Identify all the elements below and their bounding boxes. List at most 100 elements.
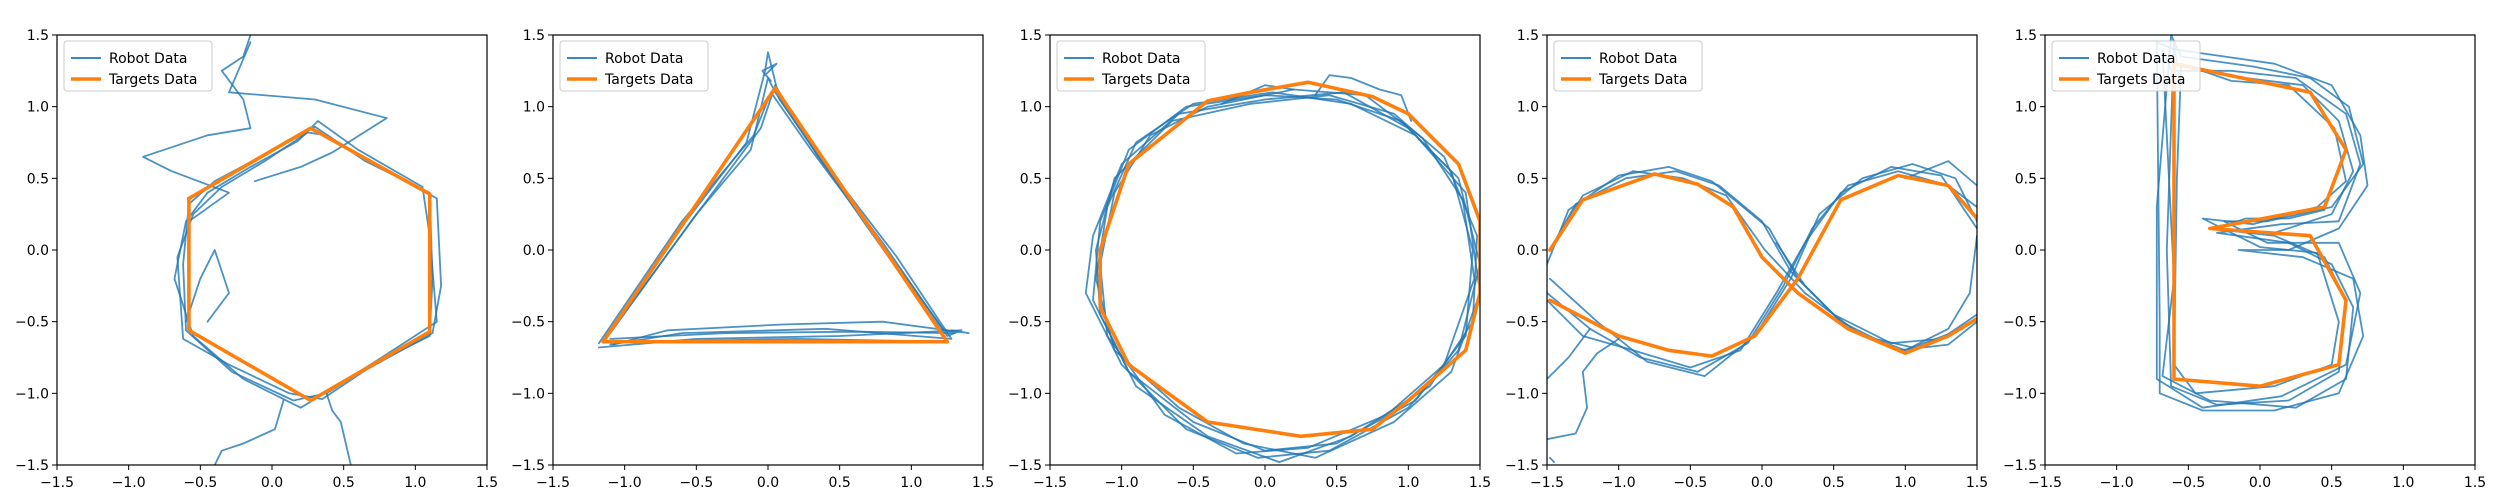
legend-label-robot: Robot Data — [2097, 51, 2175, 67]
legend: Robot Data Targets Data — [63, 40, 213, 92]
plot-area — [1050, 35, 1480, 465]
plot-area — [57, 35, 487, 465]
robot-data-line-7 — [228, 41, 388, 183]
y-tick-label: −0.5 — [1505, 315, 1539, 331]
y-tick-label: 1.5 — [2015, 28, 2037, 44]
x-tick-label: 0.0 — [1751, 475, 1773, 491]
targets-data-line-1 — [2172, 61, 2348, 388]
targets-data-line-1 — [1098, 80, 1480, 439]
y-tick-label: −1.0 — [15, 386, 49, 402]
x-tick-label: −1.0 — [112, 475, 146, 491]
robot-data-line-11 — [1549, 456, 1556, 463]
legend-label-targets: Targets Data — [604, 72, 693, 88]
x-tick-label: −1.0 — [608, 475, 642, 491]
x-tick-label: 1.5 — [1469, 475, 1491, 491]
robot-data-line-7 — [1775, 234, 1977, 352]
x-tick-label: −1.0 — [1105, 475, 1139, 491]
x-tick-label: 0.5 — [1823, 475, 1845, 491]
legend-label-targets: Targets Data — [2096, 72, 2185, 88]
x-tick-label: −0.5 — [1673, 475, 1707, 491]
x-tick-label: 0.0 — [2249, 475, 2271, 491]
legend-label-targets: Targets Data — [1101, 72, 1190, 88]
x-tick-label: −0.5 — [183, 475, 217, 491]
x-tick-label: 1.5 — [1966, 475, 1988, 491]
robot-data-line-1 — [1549, 170, 1977, 345]
x-tick-label: −0.5 — [679, 475, 713, 491]
chart-panel-3: −1.5 −1.0 −0.5 0.0 0.5 1.0 1.5 −1.5 −1.0 −0.5 0.0 0… — [1008, 28, 1491, 491]
x-tick-label: −1.5 — [1530, 475, 1564, 491]
robot-data-line-5 — [612, 320, 970, 346]
y-tick-label: 1.0 — [1517, 100, 1539, 116]
y-tick-label: −0.5 — [511, 315, 545, 331]
y-tick-label: 1.5 — [27, 28, 49, 44]
y-tick-label: 0.0 — [523, 243, 545, 259]
y-tick-label: 1.5 — [1020, 28, 1042, 44]
x-tick-label: −0.5 — [1176, 475, 1210, 491]
y-tick-label: 0.5 — [1517, 171, 1539, 187]
x-tick-label: 1.0 — [1397, 475, 1419, 491]
legend-label-targets: Targets Data — [1598, 72, 1687, 88]
y-tick-label: 0.5 — [2015, 171, 2037, 187]
robot-data-line-2 — [1084, 91, 1480, 459]
x-tick-label: −1.5 — [1033, 475, 1067, 491]
legend-label-robot: Robot Data — [605, 51, 683, 67]
x-tick-label: −1.5 — [2028, 475, 2062, 491]
chart-panel-5: −1.5 −1.0 −0.5 0.0 0.5 1.0 1.5 −1.5 −1.0 −0.5 0.0 0… — [2003, 28, 2486, 491]
y-tick-label: −1.0 — [511, 386, 545, 402]
y-tick-label: −1.5 — [511, 458, 545, 474]
x-tick-label: 0.5 — [333, 475, 355, 491]
x-tick-label: 1.0 — [900, 475, 922, 491]
robot-data-line-8 — [1547, 327, 1591, 380]
x-tick-label: 1.0 — [2392, 475, 2414, 491]
y-tick-label: 1.0 — [523, 100, 545, 116]
robot-data-line-2 — [598, 84, 963, 349]
plot-area — [1547, 35, 1977, 465]
x-tick-label: −1.5 — [40, 475, 74, 491]
robot-data-line-5 — [1099, 88, 1476, 455]
targets-data-line-2 — [1548, 173, 1977, 358]
y-tick-label: 1.5 — [523, 28, 545, 44]
x-tick-label: 1.5 — [2464, 475, 2486, 491]
x-tick-label: 0.0 — [757, 475, 779, 491]
y-tick-label: −0.5 — [1008, 315, 1042, 331]
robot-data-line-4 — [142, 35, 252, 223]
legend-label-robot: Robot Data — [1599, 51, 1677, 67]
x-tick-label: −1.0 — [2100, 475, 2134, 491]
legend: Robot Data Targets Data — [1056, 40, 1206, 92]
plot-data — [142, 35, 442, 465]
plot-data — [2155, 35, 2369, 412]
y-tick-label: −1.5 — [1505, 458, 1539, 474]
y-tick-label: 0.0 — [2015, 243, 2037, 259]
chart-panel-2: −1.5 −1.0 −0.5 0.0 0.5 1.0 1.5 −1.5 −1.0 −0.5 0.0 0… — [511, 28, 994, 491]
legend-label-targets: Targets Data — [108, 72, 197, 88]
robot-data-line-3 — [173, 120, 438, 409]
chart-panel-4: −1.5 −1.0 −0.5 0.0 0.5 1.0 1.5 −1.5 −1.0 −0.5 0.0 0… — [1505, 28, 1988, 491]
robot-data-line-2 — [2161, 48, 2362, 409]
x-tick-label: 0.0 — [261, 475, 283, 491]
robot-data-line-5 — [185, 249, 230, 323]
chart-panel-1: −1.5 −1.0 −0.5 0.0 0.5 1.0 1.5 −1.5 −1.0 −0.5 0.0 0… — [15, 28, 498, 491]
x-tick-label: 0.0 — [1254, 475, 1276, 491]
y-tick-label: 0.5 — [523, 171, 545, 187]
y-tick-label: 1.0 — [27, 100, 49, 116]
x-tick-label: 0.5 — [829, 475, 851, 491]
robot-data-line-8 — [325, 392, 352, 465]
x-tick-label: −0.5 — [2171, 475, 2205, 491]
y-tick-label: 1.0 — [2015, 100, 2037, 116]
plot-data — [598, 51, 970, 349]
y-tick-label: −0.5 — [2003, 315, 2037, 331]
robot-data-line-10 — [1904, 160, 1977, 187]
y-tick-label: 1.0 — [1020, 100, 1042, 116]
y-tick-label: −1.5 — [2003, 458, 2037, 474]
robot-data-line-3 — [1553, 170, 1964, 349]
y-tick-label: −0.5 — [15, 315, 49, 331]
y-tick-label: −1.0 — [1505, 386, 1539, 402]
robot-data-line-5 — [2155, 41, 2369, 412]
targets-data-line-1 — [601, 86, 949, 344]
legend: Robot Data Targets Data — [1553, 40, 1703, 92]
robot-data-line-4 — [2173, 62, 2347, 395]
robot-data-line-6 — [213, 399, 285, 465]
y-tick-label: −1.0 — [2003, 386, 2037, 402]
robot-data-line-6 — [1314, 74, 1413, 122]
